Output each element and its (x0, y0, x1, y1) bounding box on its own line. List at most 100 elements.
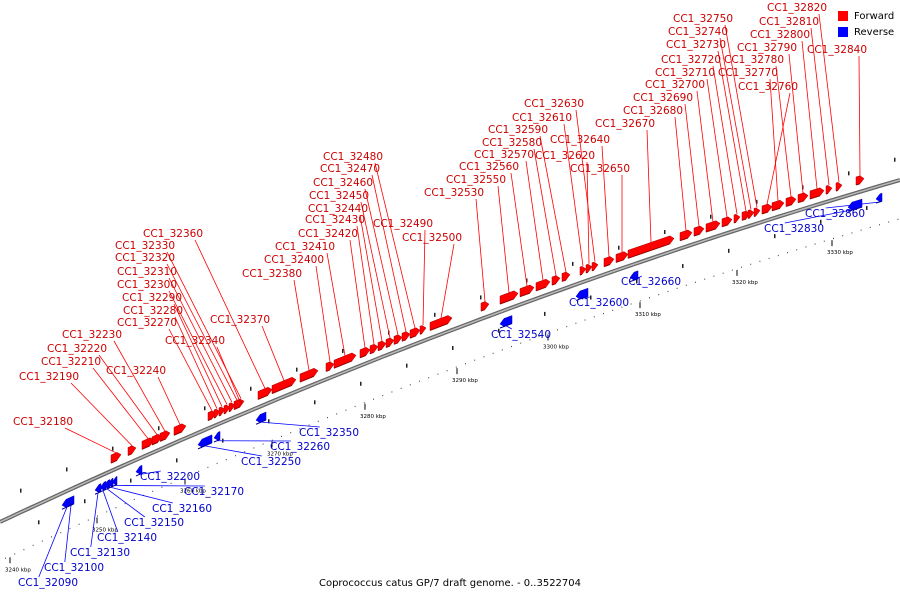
leader-line (788, 53, 804, 194)
feature-mark (848, 171, 850, 176)
gene-label: CC1_32140 (97, 532, 157, 544)
leader-line (260, 421, 320, 428)
minor-tick (409, 384, 411, 386)
leader-line (505, 325, 512, 330)
gene-cc1-32400 (325, 361, 335, 372)
gene-label: CC1_32600 (569, 297, 629, 309)
scale-ticks: 3240 kbp 3250 kbp 3260 kbp 3270 kbp 3280 kbp… (5, 157, 899, 573)
gene-cc1-32860 (875, 192, 883, 203)
minor-tick (373, 398, 374, 400)
feature-mark (480, 295, 482, 300)
gene-cc1-32620 (585, 263, 593, 274)
gene-cc1-32500 (429, 315, 453, 331)
minor-tick (593, 316, 595, 318)
gene-shadow (228, 410, 232, 413)
minor-tick (750, 263, 752, 265)
gene-label: CC1_32840 (807, 44, 867, 56)
reverse-swatch (838, 27, 848, 37)
leader-line (173, 303, 223, 407)
leader-line (719, 37, 752, 210)
minor-tick (69, 527, 71, 530)
feature-mark (38, 520, 40, 525)
gene-shadow (615, 259, 625, 263)
gene-cc1-32310 (228, 402, 236, 412)
minor-tick (170, 482, 172, 484)
gene-shadow (679, 237, 689, 242)
legend-item-forward: Forward (838, 8, 894, 24)
minor-tick (529, 339, 531, 341)
gene-cc1-32440 (377, 340, 387, 351)
tick-label: 3240 kbp (5, 567, 31, 573)
label-leader-lines (38, 13, 880, 578)
gene-shadow (401, 339, 407, 342)
minor-tick (787, 252, 788, 254)
gene-shadow (419, 333, 423, 335)
gene-cc1-32650 (615, 251, 629, 263)
minor-tick (492, 352, 494, 354)
gene-label: CC1_32570 (474, 149, 534, 161)
gene-shadow (575, 295, 589, 301)
leader-line (684, 103, 700, 227)
leader-line (166, 263, 238, 401)
gene-shadow (213, 416, 217, 419)
gene-cc1-32530 (480, 301, 490, 312)
leader-line (646, 129, 652, 243)
minor-tick (455, 366, 457, 368)
gene-shadow (159, 438, 167, 442)
gene-label: CC1_32130 (70, 547, 130, 559)
minor-tick (566, 325, 568, 328)
leader-line (98, 354, 158, 435)
gene-label: CC1_32090 (18, 577, 78, 589)
feature-mark (664, 230, 666, 235)
minor-tick (133, 498, 135, 501)
gene-label: CC1_32180 (13, 416, 73, 428)
gene-cc1-32470 (401, 331, 411, 342)
gene-shadow (325, 369, 331, 372)
gene-shadow (835, 189, 839, 192)
gene-cc1-32820 (835, 182, 843, 192)
gene-shadow (173, 431, 183, 436)
leader-line (194, 239, 266, 389)
gene-cc1-32780 (785, 196, 797, 207)
minor-tick (704, 278, 706, 280)
gene-cc1-32550 (499, 290, 519, 305)
feature-mark (756, 199, 758, 204)
gene-label: CC1_32640 (550, 134, 610, 146)
leader-line (371, 174, 407, 332)
gene-shadow (480, 309, 486, 312)
minor-tick (557, 329, 558, 331)
gene-cc1-32540 (499, 315, 513, 327)
feature-mark (774, 234, 776, 239)
gene-label: CC1_32280 (123, 305, 183, 317)
minor-tick (814, 243, 816, 245)
minor-tick (888, 221, 890, 223)
leader-line (712, 65, 738, 214)
leader-line (92, 367, 149, 439)
gene-label: CC1_32660 (621, 276, 681, 288)
leader-line (38, 506, 68, 578)
minor-tick (87, 519, 89, 521)
minor-tick (639, 300, 641, 302)
minor-tick (879, 224, 880, 226)
gene-cc1-32750 (753, 207, 761, 217)
gene-label: CC1_32330 (115, 240, 175, 252)
gene-cc1-32570 (535, 278, 551, 292)
tick-label: 3300 kbp (543, 344, 569, 350)
feature-mark (176, 458, 178, 463)
gene-shadow (110, 459, 118, 464)
gene-label: CC1_32790 (737, 42, 797, 54)
gene-cc1-32700 (705, 220, 721, 233)
gene-label: CC1_32190 (19, 371, 79, 383)
minor-tick (897, 218, 899, 220)
gene-shadow (235, 407, 239, 410)
gene-shadow (705, 228, 717, 233)
leader-line (356, 225, 375, 345)
tick-label: 3280 kbp (360, 414, 386, 420)
leader-line (810, 27, 830, 186)
minor-tick (437, 373, 439, 375)
tick-label: 3270 kbp (267, 452, 293, 458)
leader-line (360, 201, 391, 338)
tick-label: 3250 kbp (92, 527, 118, 533)
gene-label: CC1_32710 (655, 67, 715, 79)
gene-cc1-32790 (797, 192, 809, 203)
